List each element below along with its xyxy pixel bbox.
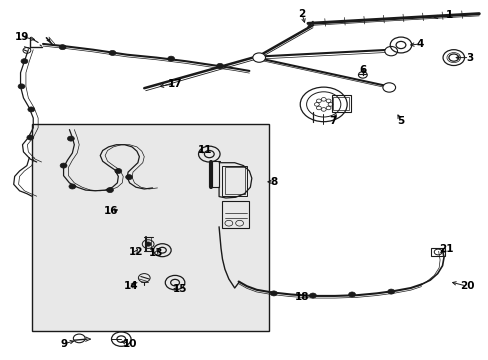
Text: 5: 5	[397, 116, 404, 126]
Circle shape	[69, 184, 76, 189]
Text: 6: 6	[359, 65, 366, 75]
Circle shape	[67, 136, 74, 141]
Text: 8: 8	[270, 177, 277, 187]
Circle shape	[384, 46, 397, 56]
Bar	[333, 97, 348, 110]
Bar	[224, 167, 244, 194]
Text: 1: 1	[446, 10, 452, 20]
Text: 11: 11	[198, 145, 212, 156]
Text: 12: 12	[128, 247, 143, 257]
Text: 3: 3	[465, 53, 472, 63]
Circle shape	[18, 84, 25, 89]
Text: 16: 16	[104, 206, 119, 216]
Text: 9: 9	[60, 339, 67, 349]
Text: 20: 20	[459, 281, 473, 291]
Circle shape	[387, 289, 394, 294]
Circle shape	[60, 163, 67, 168]
Circle shape	[270, 291, 277, 296]
Circle shape	[59, 45, 66, 50]
Text: 19: 19	[15, 32, 29, 42]
Text: 21: 21	[438, 244, 452, 254]
Text: 14: 14	[123, 281, 138, 291]
Text: 7: 7	[328, 116, 336, 126]
Circle shape	[28, 107, 35, 112]
Circle shape	[27, 135, 34, 140]
Bar	[331, 95, 350, 112]
Circle shape	[106, 188, 113, 193]
Text: 13: 13	[149, 248, 163, 258]
Bar	[222, 166, 246, 196]
Circle shape	[216, 63, 223, 68]
Circle shape	[115, 168, 122, 174]
Circle shape	[309, 293, 316, 298]
Text: 15: 15	[172, 284, 187, 294]
Bar	[32, 124, 268, 331]
Circle shape	[109, 50, 116, 55]
Text: 2: 2	[298, 9, 305, 19]
Circle shape	[21, 59, 28, 64]
Bar	[222, 201, 249, 228]
Circle shape	[252, 53, 265, 62]
Text: 17: 17	[167, 78, 182, 89]
Circle shape	[348, 292, 355, 297]
Circle shape	[145, 242, 151, 246]
Text: 10: 10	[122, 339, 137, 349]
Circle shape	[125, 175, 132, 180]
Text: 4: 4	[416, 39, 424, 49]
Text: 18: 18	[294, 292, 309, 302]
Circle shape	[382, 83, 395, 92]
Bar	[430, 248, 444, 256]
Circle shape	[167, 56, 174, 61]
